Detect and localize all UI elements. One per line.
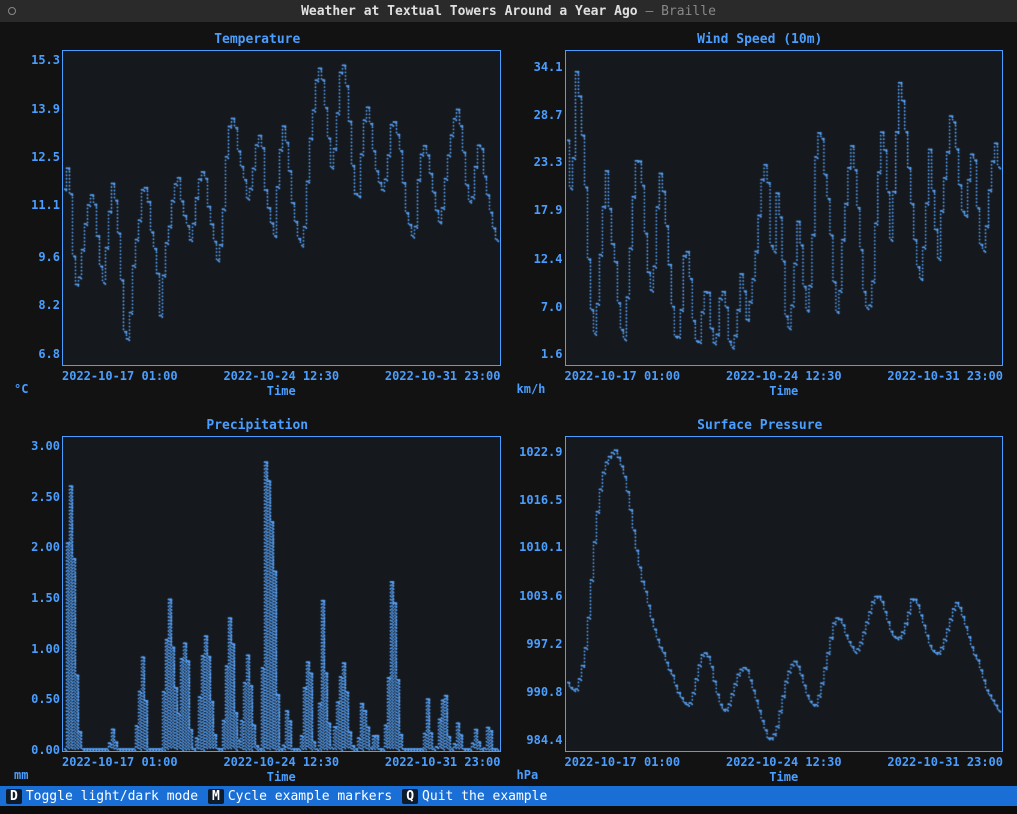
- panel-surface-pressure: Surface Pressure 1022.9 1016.5 1010.1 1003.6…: [517, 416, 1004, 786]
- y-tick-label: 1003.6: [519, 589, 562, 603]
- footer-key-q[interactable]: Q: [402, 789, 418, 804]
- title-main: Weather at Textual Towers Around a Year …: [301, 4, 638, 19]
- y-tick-label: 9.6: [38, 250, 60, 264]
- y-tick-label: 2.50: [31, 490, 60, 504]
- panel-title-surface-pressure: Surface Pressure: [517, 416, 1004, 436]
- y-tick-label: 990.8: [526, 685, 562, 699]
- y-tick-label: 7.0: [541, 300, 563, 314]
- y-tick-label: 12.4: [534, 252, 563, 266]
- plotbox-temperature: [62, 50, 501, 366]
- y-tick-label: 11.1: [31, 198, 60, 212]
- window-title: Weather at Textual Towers Around a Year …: [0, 4, 1017, 19]
- footer-label-d: Toggle light/dark mode: [26, 789, 198, 804]
- panel-title-wind-speed: Wind Speed (10m): [517, 30, 1004, 50]
- footer-key-m[interactable]: M: [208, 789, 224, 804]
- plot-canvas: [63, 51, 500, 365]
- unit-label: hPa: [517, 768, 1004, 786]
- unit-label: km/h: [517, 382, 1004, 400]
- footer-label-q: Quit the example: [422, 789, 547, 804]
- y-tick-label: 1.50: [31, 591, 60, 605]
- y-tick-label: 6.8: [38, 347, 60, 361]
- window-titlebar: Weather at Textual Towers Around a Year …: [0, 0, 1017, 22]
- y-tick-label: 2.00: [31, 540, 60, 554]
- footer-label-m: Cycle example markers: [228, 789, 392, 804]
- y-tick-label: 12.5: [31, 150, 60, 164]
- y-axis: 3.002.502.001.501.000.500.00: [14, 436, 62, 752]
- y-tick-label: 1.00: [31, 642, 60, 656]
- y-tick-label: 1010.1: [519, 540, 562, 554]
- y-tick-label: 984.4: [526, 733, 562, 747]
- panel-temperature: Temperature15.313.912.511.19.68.26.82022…: [14, 30, 501, 400]
- y-tick-label: 23.3: [534, 155, 563, 169]
- y-axis: 1022.9 1016.5 1010.1 1003.6 997.2 990.8 984.4: [517, 436, 565, 752]
- y-tick-label: 0.00: [31, 743, 60, 757]
- y-tick-label: 28.7: [534, 108, 563, 122]
- plot-canvas: [63, 437, 500, 751]
- plot-wrap: 3.002.502.001.501.000.500.00: [14, 436, 501, 752]
- panel-title-precipitation: Precipitation: [14, 416, 501, 436]
- plotbox-precipitation: [62, 436, 501, 752]
- footer-bar: D Toggle light/dark mode M Cycle example ma…: [0, 786, 1017, 806]
- y-tick-label: 13.9: [31, 102, 60, 116]
- footer-key-d[interactable]: D: [6, 789, 22, 804]
- plot-wrap: 34.1 28.7 23.3 17.9 12.4 7.0 1.6: [517, 50, 1004, 366]
- title-suffix: Braille: [661, 4, 716, 19]
- y-tick-label: 0.50: [31, 692, 60, 706]
- y-tick-label: 8.2: [38, 298, 60, 312]
- y-axis: 15.3 13.9 12.5 11.1 9.6 8.2 6.8: [14, 50, 62, 366]
- unit-label: °C: [14, 382, 501, 400]
- y-tick-label: 997.2: [526, 637, 562, 651]
- plot-canvas: [566, 437, 1003, 751]
- plot-canvas: [566, 51, 1003, 365]
- unit-label: mm: [14, 768, 501, 786]
- y-tick-label: 1016.5: [519, 493, 562, 507]
- y-tick-label: 1022.9: [519, 445, 562, 459]
- y-tick-label: 1.6: [541, 347, 563, 361]
- plot-wrap: 1022.9 1016.5 1010.1 1003.6 997.2 990.8 984.4: [517, 436, 1004, 752]
- y-tick-label: 17.9: [534, 203, 563, 217]
- plotbox-surface-pressure: [565, 436, 1004, 752]
- y-tick-label: 15.3: [31, 53, 60, 67]
- panel-wind-speed: Wind Speed (10m) 34.1 28.7 23.3 17.9 12.4 7.0 1…: [517, 30, 1004, 400]
- plot-wrap: 15.3 13.9 12.5 11.1 9.6 8.2 6.8: [14, 50, 501, 366]
- y-tick-label: 3.00: [31, 439, 60, 453]
- title-separator: —: [638, 4, 661, 19]
- plotbox-wind-speed: [565, 50, 1004, 366]
- y-axis: 34.1 28.7 23.3 17.9 12.4 7.0 1.6: [517, 50, 565, 366]
- y-tick-label: 34.1: [534, 60, 563, 74]
- panel-precipitation: Precipitation 3.00 2.50 2.00 1.50 1.00 0.50 0.0…: [14, 416, 501, 786]
- panel-title-temperature: Temperature: [14, 30, 501, 50]
- main-grid: Temperature15.313.912.511.19.68.26.82022…: [0, 22, 1017, 786]
